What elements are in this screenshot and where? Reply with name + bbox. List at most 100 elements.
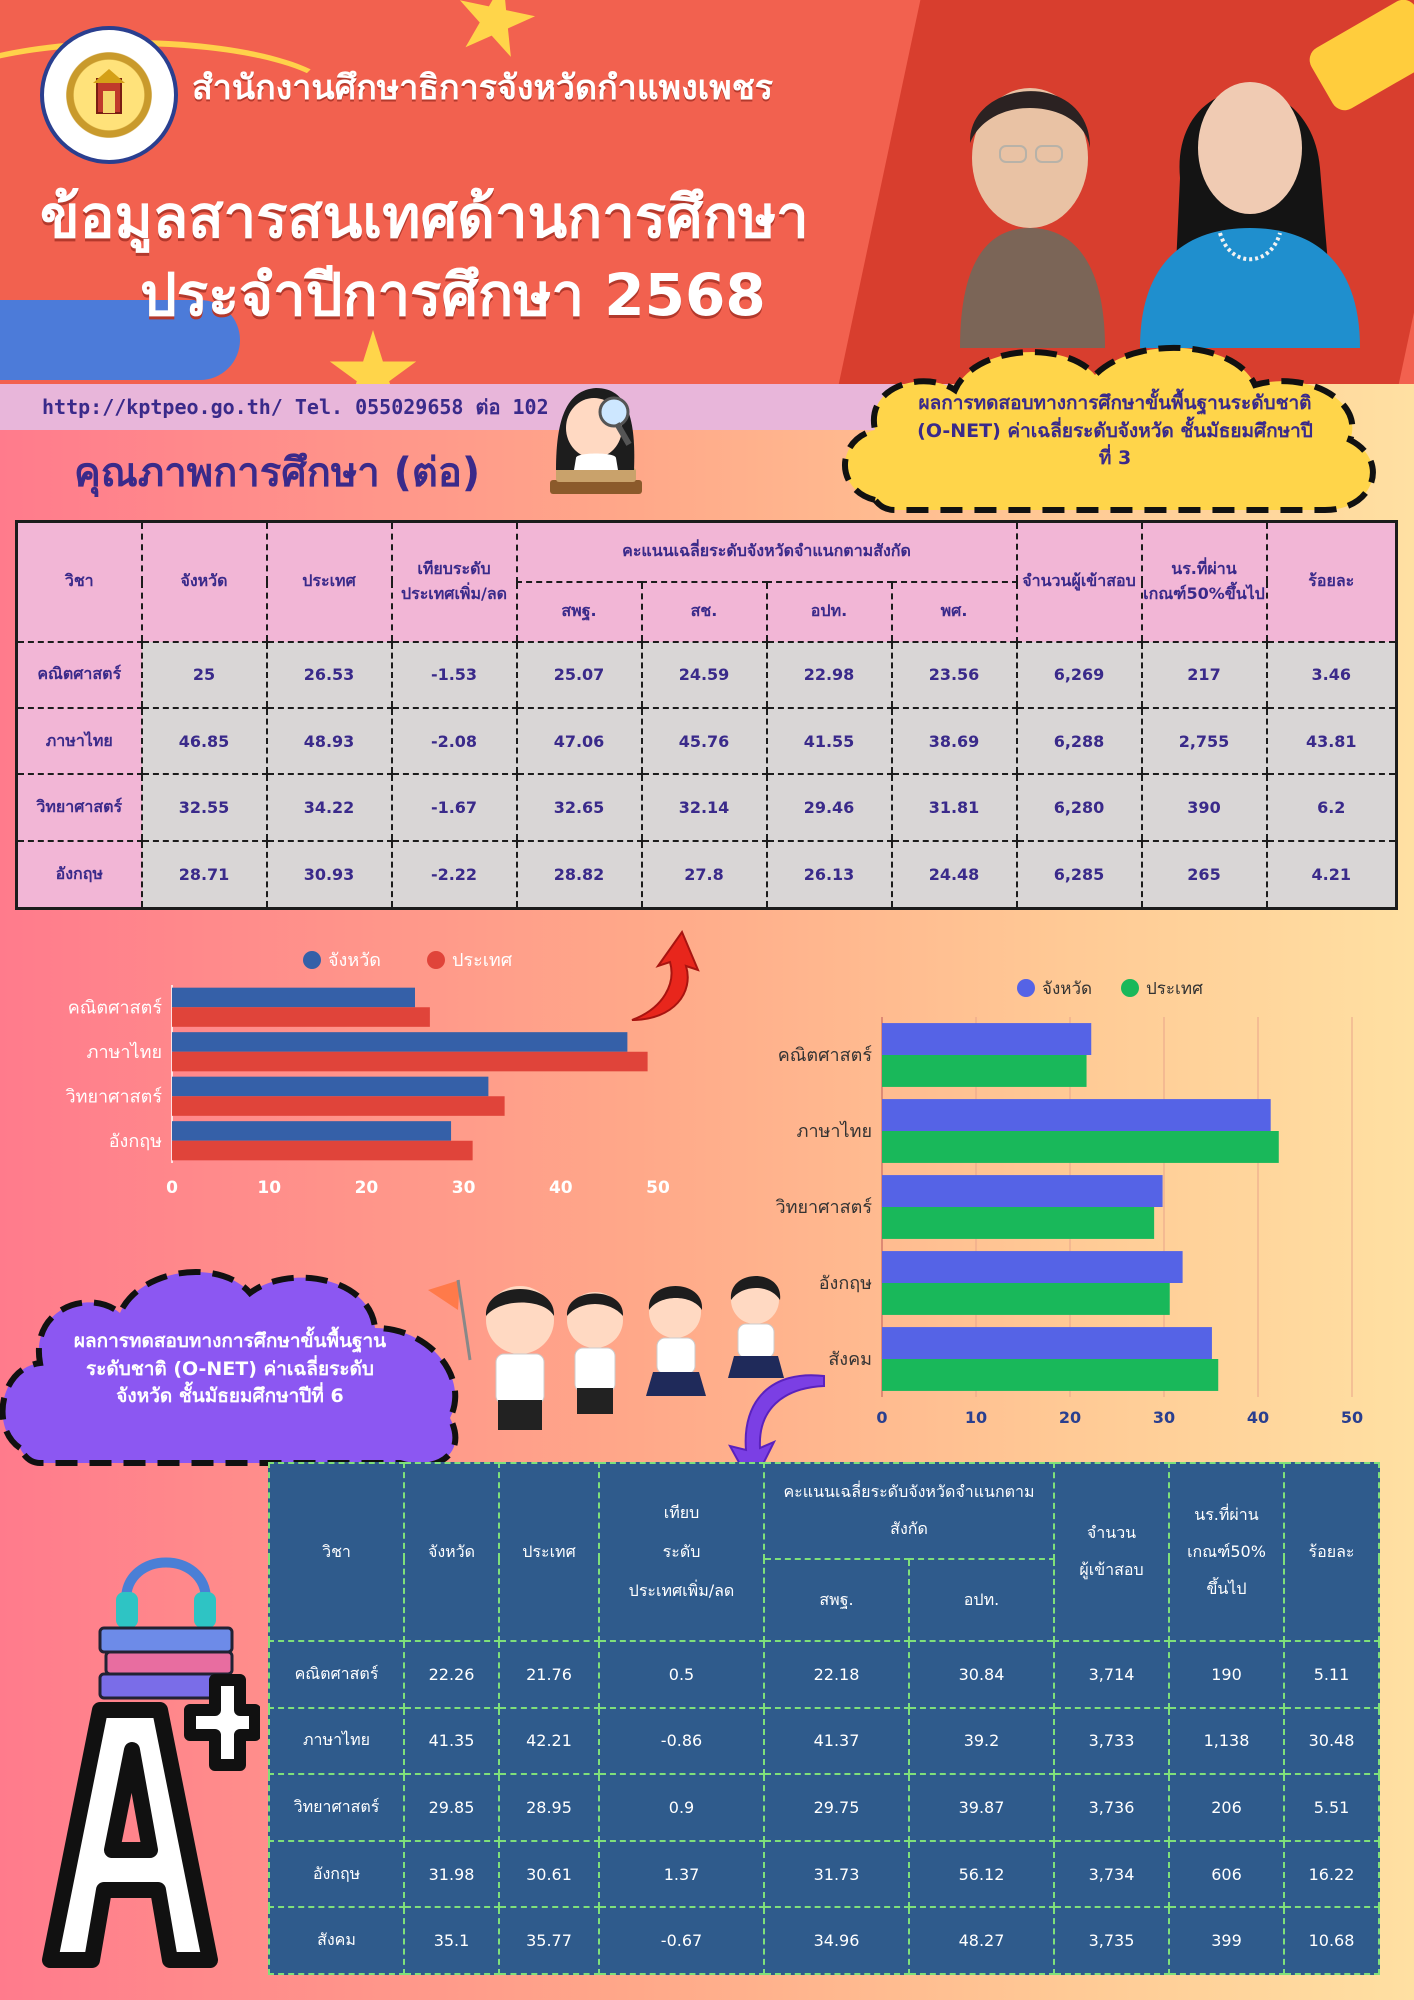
row-subject-cell: วิทยาศาสตร์ <box>15 774 142 842</box>
star-icon <box>329 330 417 384</box>
row-subject-cell: สังคม <box>268 1906 405 1975</box>
officials-photo <box>890 28 1410 348</box>
category-label: อังกฤษ <box>819 1273 872 1294</box>
table-cell: 34.96 <box>763 1906 910 1975</box>
table-cell: 0.9 <box>598 1773 765 1842</box>
tick-label: 20 <box>1059 1408 1081 1427</box>
tick-label: 50 <box>646 1178 670 1198</box>
organization-name: สำนักงานศึกษาธิการจังหวัดกำแพงเพชร <box>192 68 774 108</box>
table-cell: 399 <box>1168 1906 1285 1975</box>
red-arrow-icon <box>624 928 704 1028</box>
header-aff-obec: สพฐ. <box>515 581 642 643</box>
tick-label: 40 <box>549 1178 573 1198</box>
contact-bar: http://kptpeo.go.th/ Tel. 055029658 ต่อ … <box>0 384 950 430</box>
title-line-1: ข้อมูลสารสนเทศด้านการศึกษา <box>40 183 809 251</box>
table-cell: 28.82 <box>515 840 642 910</box>
table-cell: 25 <box>140 641 267 709</box>
table-cell: 39.87 <box>908 1773 1055 1842</box>
header-subject: วิชา <box>15 521 142 643</box>
bar <box>882 1207 1155 1239</box>
header-passed-line3: ขึ้นไป <box>1206 1578 1247 1598</box>
header-banner <box>0 0 1414 384</box>
header-passed-line2: เกณฑ์50% <box>1187 1541 1266 1561</box>
tick-label: 0 <box>876 1408 887 1427</box>
table-row: สังคม 35.1 35.77 -0.67 34.96 48.27 3,735 399 10.… <box>268 1906 1380 1975</box>
table-cell: 30.93 <box>265 840 392 910</box>
table-cell: 4.21 <box>1265 840 1397 910</box>
table-cell: 23.56 <box>890 641 1017 709</box>
table-cell: 190 <box>1168 1640 1285 1709</box>
table-cell: -1.53 <box>390 641 517 709</box>
table-cell: 28.71 <box>140 840 267 910</box>
table-cell: 41.35 <box>403 1706 500 1776</box>
category-label: คณิตศาสตร์ <box>778 1045 873 1066</box>
table-cell: 606 <box>1168 1839 1285 1909</box>
header-province: จังหวัด <box>403 1462 500 1642</box>
bar <box>882 1283 1170 1315</box>
header-country: ประเทศ <box>498 1462 600 1642</box>
bar <box>882 1055 1087 1087</box>
header-passed: นร.ที่ผ่านเกณฑ์50%ขึ้นไป <box>1140 521 1267 643</box>
table-subheader-row: สพฐ. สช. อปท. พศ. <box>17 581 1397 643</box>
header-examinees: จำนวน ผู้เข้าสอบ <box>1053 1462 1170 1642</box>
table-cell: 6,280 <box>1015 774 1142 842</box>
bar <box>882 1099 1271 1131</box>
table-cell: 3,734 <box>1053 1839 1170 1909</box>
table-cell: 48.27 <box>908 1906 1055 1975</box>
table-cell: 5.11 <box>1283 1640 1380 1709</box>
header-passed-line1: นร.ที่ผ่าน <box>1194 1504 1259 1524</box>
header-aff-obec: สพฐ. <box>763 1558 910 1642</box>
legend-marker <box>303 951 321 969</box>
header-aff-buddhist: พศ. <box>890 581 1017 643</box>
header-decor-blob <box>0 300 240 380</box>
table-cell: 47.06 <box>515 707 642 776</box>
table-cell: 390 <box>1140 774 1267 842</box>
row-subject-cell: คณิตศาสตร์ <box>268 1640 405 1709</box>
table-cell: 31.81 <box>890 774 1017 842</box>
header-affiliation-line1: คะแนนเฉลี่ยระดับจังหวัดจำแนกตาม <box>783 1482 1035 1501</box>
table-cell: -0.86 <box>598 1706 765 1776</box>
table-cell: 26.13 <box>765 840 892 910</box>
table-cell: 6,285 <box>1015 840 1142 910</box>
bar <box>882 1131 1279 1163</box>
table-cell: 10.68 <box>1283 1906 1380 1975</box>
table-cell: 30.48 <box>1283 1706 1380 1776</box>
header-decor-arc <box>0 40 340 160</box>
table-cell: 2,755 <box>1140 707 1267 776</box>
table-row: คณิตศาสตร์ 22.26 21.76 0.5 22.18 30.84 3,714 19… <box>268 1640 1380 1709</box>
title-line-2: ประจำปีการศึกษา 2568 <box>140 261 766 330</box>
table-cell: 56.12 <box>908 1839 1055 1909</box>
table-row: ภาษาไทย 41.35 42.21 -0.86 41.37 39.2 3,733 1,13… <box>268 1706 1380 1776</box>
table-cell: 24.59 <box>640 641 767 709</box>
bar <box>172 1007 430 1027</box>
header-compare: เทียบระดับประเทศเพิ่ม/ลด <box>390 521 517 643</box>
bar-chart-m6: จังหวัด ประเทศคณิตศาสตร์ภาษาไทยวิทยาศาสตร… <box>775 979 1363 1427</box>
table-cell: 22.26 <box>403 1640 500 1709</box>
table-row: อังกฤษ 31.98 30.61 1.37 31.73 56.12 3,734 606 16… <box>268 1839 1380 1909</box>
table-cell: 41.37 <box>763 1706 910 1776</box>
category-label: สังคม <box>828 1349 872 1370</box>
category-label: วิทยาศาสตร์ <box>65 1086 162 1107</box>
category-label: คณิตศาสตร์ <box>68 997 163 1018</box>
table-subheader-row: สพฐ. อปท. <box>269 1558 1379 1642</box>
header-affiliation-line2: สังกัด <box>890 1519 928 1538</box>
table-cell: 30.61 <box>498 1839 600 1909</box>
category-label: อังกฤษ <box>109 1131 162 1152</box>
bar <box>882 1023 1092 1055</box>
bar <box>882 1175 1163 1207</box>
header-aff-local: อปท. <box>765 581 892 643</box>
bar <box>172 1121 452 1141</box>
category-label: ภาษาไทย <box>797 1120 872 1142</box>
table-cell: 39.2 <box>908 1706 1055 1776</box>
table-cell: 21.76 <box>498 1640 600 1709</box>
table-cell: 48.93 <box>265 707 392 776</box>
header-subject: วิชา <box>268 1462 405 1642</box>
legend-marker <box>427 951 445 969</box>
table-cell: 46.85 <box>140 707 267 776</box>
table-cell: 3,735 <box>1053 1906 1170 1975</box>
table-cell: 34.22 <box>265 774 392 842</box>
row-subject-cell: คณิตศาสตร์ <box>15 641 142 709</box>
table-cell: 31.73 <box>763 1839 910 1909</box>
table-cell: 32.55 <box>140 774 267 842</box>
table-cell: 6,288 <box>1015 707 1142 776</box>
